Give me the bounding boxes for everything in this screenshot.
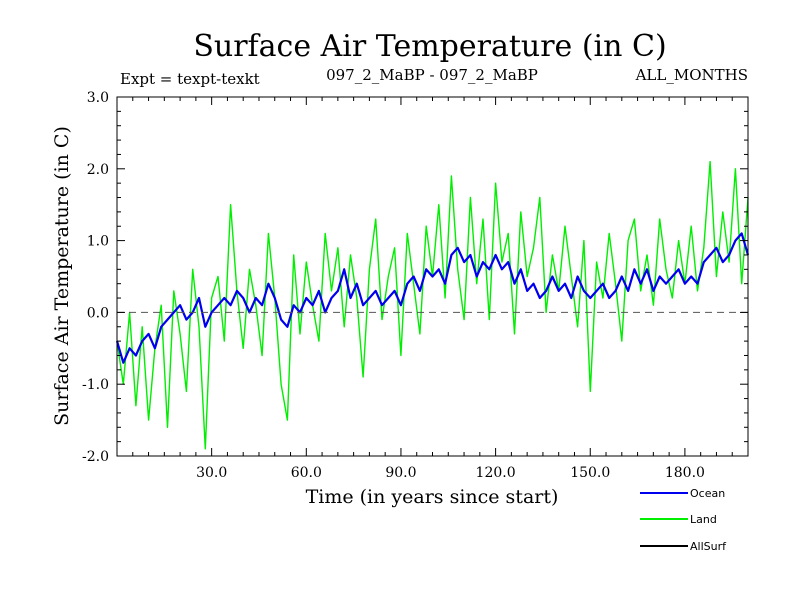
legend: Ocean Land AllSurf <box>640 487 727 553</box>
x-axis-label: Time (in years since start) <box>306 486 559 508</box>
x-tick-label: 90.0 <box>385 465 416 481</box>
x-tick-label: 30.0 <box>196 465 227 481</box>
y-tick-label: -1.0 <box>82 377 109 393</box>
y-tick-label: -2.0 <box>82 449 109 465</box>
x-tick-label: 150.0 <box>570 465 610 481</box>
x-tick-label: 120.0 <box>476 465 516 481</box>
legend-label-land: Land <box>690 513 717 526</box>
legend-label-allsurf: AllSurf <box>690 540 727 553</box>
tick-layer: 30.0 60.0 90.0 120.0 150.0 180.0 -2.0 -1.0 0.0 1.… <box>82 90 748 481</box>
chart-title: Surface Air Temperature (in C) <box>193 29 666 64</box>
legend-label-ocean: Ocean <box>690 487 725 500</box>
y-tick-label: 0.0 <box>87 305 109 321</box>
x-tick-label: 180.0 <box>665 465 705 481</box>
y-tick-label: 1.0 <box>87 234 109 250</box>
months-label: ALL_MONTHS <box>635 66 748 84</box>
y-tick-label: 3.0 <box>87 90 109 106</box>
series-line-land <box>116 160 749 450</box>
x-tick-label: 60.0 <box>291 465 322 481</box>
experiment-label: Expt = texpt-texkt <box>120 70 260 88</box>
y-axis-label: Surface Air Temperature (in C) <box>51 126 73 426</box>
y-tick-label: 2.0 <box>87 162 109 178</box>
series-line-ocean <box>115 232 750 364</box>
series-layer <box>115 160 750 450</box>
run-label: 097_2_MaBP - 097_2_MaBP <box>326 66 538 84</box>
